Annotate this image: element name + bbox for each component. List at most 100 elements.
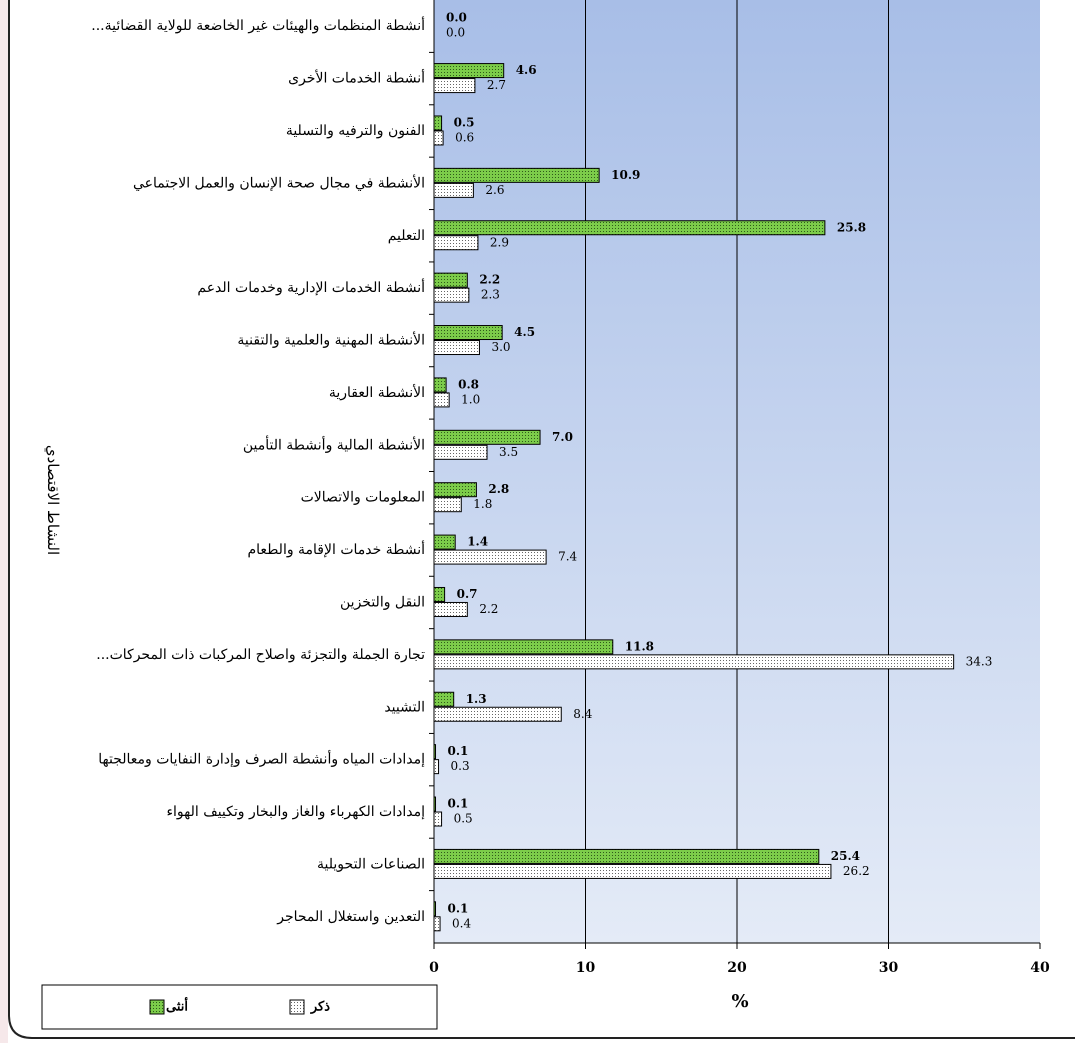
value-label: 8.4 <box>573 707 592 721</box>
value-label: 11.8 <box>625 639 654 653</box>
legend-label: ذكر <box>310 1000 330 1015</box>
y-tick-label: التعليم <box>388 228 425 244</box>
value-label: 0.1 <box>448 901 469 915</box>
y-tick-label: أنشطة الخدمات الإدارية وخدمات الدعم <box>197 277 425 296</box>
bar <box>433 78 476 94</box>
value-label: 7.0 <box>552 430 573 444</box>
bar <box>433 654 955 670</box>
frame-strip <box>0 0 8 1043</box>
value-label: 25.8 <box>837 220 866 234</box>
bar <box>433 63 505 79</box>
value-label: 2.2 <box>479 273 500 287</box>
legend-swatch <box>149 999 165 1015</box>
bar <box>433 272 468 288</box>
bar <box>433 220 826 236</box>
value-label: 0.5 <box>454 812 473 826</box>
y-tick-label: الفنون والترفيه والتسلية <box>286 123 425 139</box>
bar <box>433 130 444 146</box>
x-tick-label: 40 <box>1030 960 1050 976</box>
value-label: 34.3 <box>966 654 993 668</box>
x-axis-label: % <box>731 991 748 1012</box>
x-tick-label: 0 <box>429 960 439 976</box>
legend-label: أنثى <box>166 998 188 1015</box>
x-tick-label: 20 <box>727 960 747 976</box>
bar <box>433 115 443 131</box>
value-label: 4.6 <box>516 63 537 77</box>
y-tick-label: الأنشطة المهنية والعلمية والتقنية <box>237 331 425 349</box>
bar <box>433 497 462 513</box>
value-label: 10.9 <box>611 168 640 182</box>
value-label: 0.1 <box>448 797 469 811</box>
value-label: 0.0 <box>446 26 465 40</box>
bar <box>433 235 479 251</box>
y-tick-label: الأنشطة المالية وأنشطة التأمين <box>243 434 425 453</box>
bar <box>433 691 455 707</box>
bar <box>433 916 441 932</box>
value-label: 1.8 <box>473 497 492 511</box>
bar <box>433 848 820 864</box>
y-axis-label: النشاط الاقتصادي <box>44 445 62 555</box>
bar <box>433 429 541 445</box>
legend-swatch <box>289 999 305 1015</box>
y-tick-label: أنشطة خدمات الإقامة والطعام <box>248 539 426 558</box>
frame <box>8 0 1075 1039</box>
bar <box>433 340 480 356</box>
value-label: 0.3 <box>451 759 470 773</box>
y-tick-label: المعلومات والاتصالات <box>301 490 425 506</box>
y-tick-label: الأنشطة في مجال صحة الإنسان والعمل الاجت… <box>133 173 425 191</box>
bar <box>433 377 447 393</box>
bar <box>433 287 470 303</box>
y-tick-label: إمدادات الكهرباء والغاز والبخار وتكييف ا… <box>166 804 425 820</box>
value-label: 4.5 <box>514 325 535 339</box>
value-label: 2.9 <box>490 235 509 249</box>
value-label: 26.2 <box>843 864 870 878</box>
bar <box>433 811 443 827</box>
bar <box>433 759 440 775</box>
value-label: 0.8 <box>458 377 479 391</box>
bar <box>433 482 477 498</box>
value-label: 1.0 <box>461 392 480 406</box>
bar <box>433 182 474 198</box>
value-label: 0.1 <box>448 744 469 758</box>
bar <box>433 549 547 565</box>
y-tick-label: النقل والتخزين <box>340 594 425 610</box>
bar <box>433 534 456 550</box>
bar <box>433 901 437 917</box>
bar <box>433 325 503 341</box>
y-tick-label: أنشطة الخدمات الأخرى <box>288 68 425 87</box>
value-label: 2.7 <box>487 78 506 92</box>
value-label: 0.6 <box>455 130 474 144</box>
bar <box>433 392 450 408</box>
y-tick-label: إمدادات المياه وأنشطة الصرف وإدارة النفا… <box>98 749 425 768</box>
value-label: 25.4 <box>831 849 860 863</box>
legend <box>41 984 438 1030</box>
bar <box>433 706 562 722</box>
value-label: 0.5 <box>454 115 475 129</box>
value-label: 2.3 <box>481 288 500 302</box>
x-tick-label: 30 <box>879 960 899 976</box>
value-label: 1.4 <box>467 535 488 549</box>
value-label: 2.2 <box>479 602 498 616</box>
value-label: 7.4 <box>558 550 577 564</box>
value-label: 2.8 <box>488 482 509 496</box>
bar <box>433 167 600 183</box>
x-tick-label: 10 <box>576 960 596 976</box>
y-tick-label: الصناعات التحويلية <box>317 856 425 872</box>
y-tick-label: التعدين واستغلال المحاجر <box>276 909 425 925</box>
bar <box>433 639 614 655</box>
y-tick-label: الأنشطة العقارية <box>329 383 425 401</box>
bar <box>433 796 437 812</box>
y-tick-label: تجارة الجملة والتجزئة واصلاح المركبات ذا… <box>96 647 425 663</box>
value-label: 1.3 <box>466 692 487 706</box>
value-label: 0.0 <box>446 11 467 25</box>
bar <box>433 444 488 460</box>
bar <box>433 744 437 760</box>
value-label: 2.6 <box>485 183 504 197</box>
bar <box>433 863 832 879</box>
y-tick-label: أنشطة المنظمات والهيئات غير الخاضعة للول… <box>91 15 425 34</box>
value-label: 0.7 <box>457 587 478 601</box>
bar <box>433 601 468 617</box>
value-label: 0.4 <box>452 916 471 930</box>
bar <box>433 586 446 602</box>
